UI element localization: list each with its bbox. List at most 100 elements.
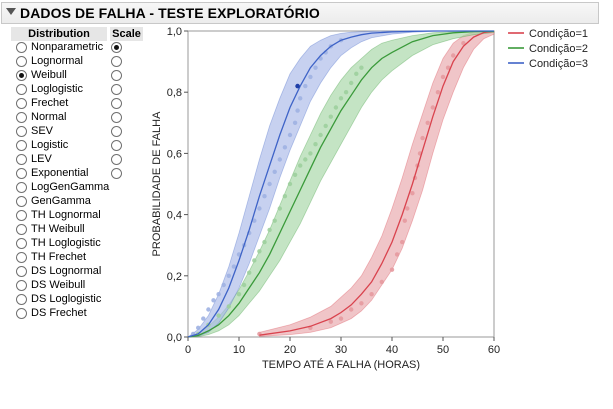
scale-radio-nonparametric[interactable] xyxy=(111,42,122,53)
data-point-series-1 xyxy=(369,292,374,297)
legend-label-series-1: Condição=1 xyxy=(529,28,588,40)
distribution-radio-th-loglogistic[interactable] xyxy=(16,238,27,249)
distribution-label: Frechet xyxy=(31,97,69,109)
legend-label-series-2: Condição=2 xyxy=(529,43,588,55)
distribution-column-header: Distribution xyxy=(11,27,107,41)
distribution-radio-th-frechet[interactable] xyxy=(16,252,27,263)
distribution-label: Lognormal xyxy=(31,55,83,67)
data-point-series-2 xyxy=(328,114,333,119)
distribution-label: DS Lognormal xyxy=(31,265,102,277)
distribution-row-th-loglogistic: TH Loglogistic xyxy=(0,237,150,251)
data-point-series-3 xyxy=(295,108,300,113)
distribution-radio-th-lognormal[interactable] xyxy=(16,210,27,221)
data-point-series-1 xyxy=(389,267,395,272)
scale-column-header: Scale xyxy=(110,27,143,41)
distribution-radio-sev[interactable] xyxy=(16,126,27,137)
scale-radio-lognormal[interactable] xyxy=(111,56,122,67)
data-point-series-3 xyxy=(216,292,221,297)
y-tick-label: 0,8 xyxy=(167,87,182,99)
data-point-series-1 xyxy=(405,206,410,211)
distribution-radio-ds-lognormal[interactable] xyxy=(16,266,27,277)
data-point-series-1 xyxy=(451,53,456,58)
legend-label-series-3: Condição=3 xyxy=(529,58,588,70)
distribution-row-th-frechet: TH Frechet xyxy=(0,251,150,265)
distribution-radio-lev[interactable] xyxy=(16,154,27,165)
y-tick-label: 0,0 xyxy=(167,332,182,344)
distribution-row-ds-weibull: DS Weibull xyxy=(0,279,150,293)
data-point-series-3 xyxy=(226,273,231,278)
distribution-label: SEV xyxy=(31,125,54,137)
x-tick-label: 30 xyxy=(335,344,347,356)
data-point-series-2 xyxy=(354,71,359,77)
scale-radio-lev[interactable] xyxy=(111,154,122,165)
distribution-radio-ds-loglogistic[interactable] xyxy=(16,294,27,305)
data-point-series-3 xyxy=(201,316,206,321)
data-point-series-2 xyxy=(323,123,328,129)
y-tick-label: 0,2 xyxy=(167,271,182,283)
distribution-radio-loglogistic[interactable] xyxy=(16,84,27,95)
data-point-series-2 xyxy=(298,163,303,168)
distribution-row-ds-lognormal: DS Lognormal xyxy=(0,265,150,279)
distribution-row-gengamma: GenGamma xyxy=(0,195,150,209)
scale-radio-normal[interactable] xyxy=(111,112,122,123)
distribution-row-lognormal: Lognormal xyxy=(0,55,150,69)
distribution-radio-loggengamma[interactable] xyxy=(16,182,27,193)
data-point-series-3 xyxy=(231,264,237,269)
data-point-series-2 xyxy=(282,194,288,199)
distribution-row-weibull: Weibull xyxy=(0,69,150,83)
data-point-series-1 xyxy=(461,41,466,46)
x-tick-label: 40 xyxy=(386,344,398,356)
scale-radio-exponential[interactable] xyxy=(111,168,122,179)
data-point-series-2 xyxy=(247,270,252,275)
distribution-radio-nonparametric[interactable] xyxy=(16,42,27,53)
data-point-series-2 xyxy=(287,181,293,187)
distribution-radio-th-weibull[interactable] xyxy=(16,224,27,235)
distribution-label: TH Weibull xyxy=(31,223,85,235)
distribution-radio-lognormal[interactable] xyxy=(16,56,27,67)
distribution-row-ds-frechet: DS Frechet xyxy=(0,307,150,321)
x-tick-label: 60 xyxy=(488,344,500,356)
distribution-radio-ds-weibull[interactable] xyxy=(16,280,27,291)
data-point-series-3 xyxy=(287,132,293,138)
disclosure-triangle-icon[interactable] xyxy=(6,8,16,15)
distribution-label: LogGenGamma xyxy=(31,181,110,193)
data-point-series-1 xyxy=(379,279,384,285)
scale-radio-weibull[interactable] xyxy=(111,70,122,81)
distribution-radio-gengamma[interactable] xyxy=(16,196,27,207)
selected-data-point[interactable] xyxy=(295,83,300,89)
data-point-series-3 xyxy=(257,206,262,211)
report-title-bar[interactable]: DADOS DE FALHA - TESTE EXPLORATÓRIO xyxy=(1,2,599,24)
data-point-series-2 xyxy=(262,239,267,245)
distribution-radio-ds-frechet[interactable] xyxy=(16,308,27,319)
distribution-label: DS Weibull xyxy=(31,279,86,291)
y-tick-label: 0,4 xyxy=(167,210,182,222)
failure-probability-chart: 0 10 20 30 40 50 60 0,0 0,2 0,4 0,6 0,8 1,0 TEMPO ATÉ… xyxy=(151,26,588,371)
scale-radio-frechet[interactable] xyxy=(111,98,122,109)
distribution-label: Loglogistic xyxy=(31,83,83,95)
scale-radio-logistic[interactable] xyxy=(111,140,122,151)
distribution-row-normal: Normal xyxy=(0,111,150,125)
data-point-series-3 xyxy=(206,307,211,312)
distribution-radio-exponential[interactable] xyxy=(16,168,27,179)
scale-radio-loglogistic[interactable] xyxy=(111,84,122,95)
data-point-series-3 xyxy=(277,157,282,162)
distribution-radio-normal[interactable] xyxy=(16,112,27,123)
data-point-series-2 xyxy=(236,292,242,297)
data-point-series-1 xyxy=(440,74,446,80)
distribution-radio-weibull[interactable] xyxy=(16,70,27,81)
distribution-radio-frechet[interactable] xyxy=(16,98,27,109)
distribution-row-nonparametric: Nonparametric xyxy=(0,41,150,55)
distribution-label: DS Loglogistic xyxy=(31,293,102,305)
confidence-band-series-3 xyxy=(186,30,494,338)
scale-radio-sev[interactable] xyxy=(111,126,122,137)
data-point-series-2 xyxy=(359,65,364,70)
distribution-label: Weibull xyxy=(31,69,67,81)
distribution-label: Logistic xyxy=(31,139,69,151)
distribution-radio-logistic[interactable] xyxy=(16,140,27,151)
data-point-series-3 xyxy=(221,282,226,288)
data-point-series-3 xyxy=(298,96,303,101)
data-point-series-2 xyxy=(313,142,318,147)
distribution-label: TH Lognormal xyxy=(31,209,101,221)
report-panel: DADOS DE FALHA - TESTE EXPLORATÓRIO Dist… xyxy=(0,0,600,373)
data-point-series-3 xyxy=(211,298,216,303)
